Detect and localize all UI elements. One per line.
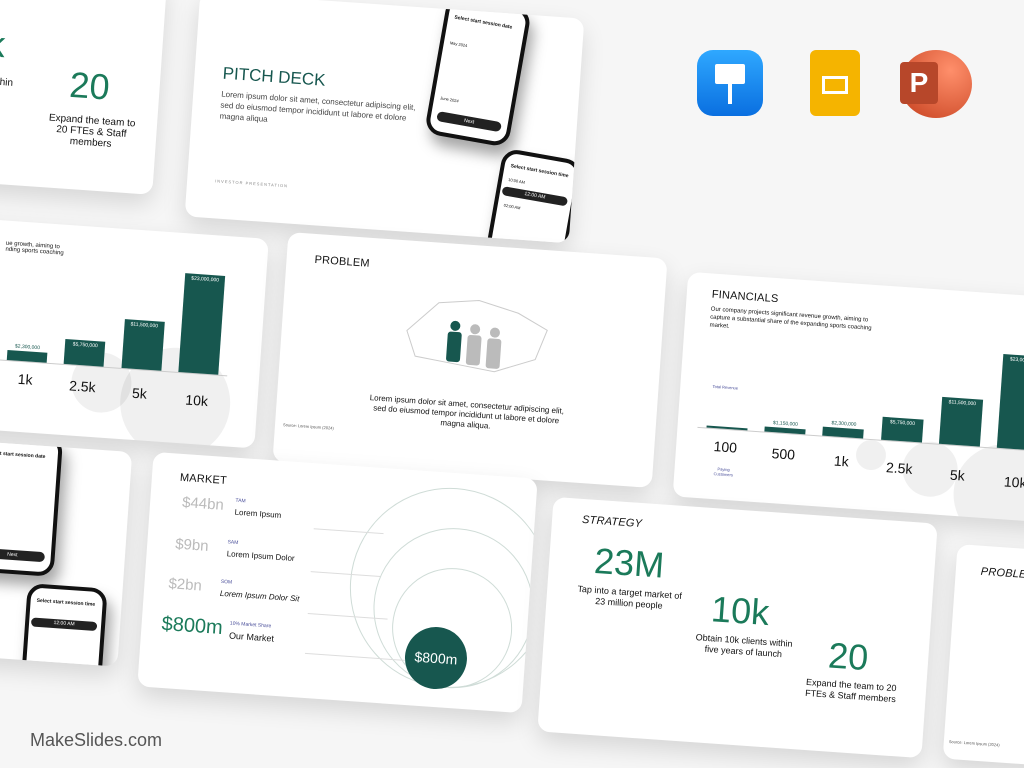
- revenue-bar: $11,500,000: [939, 396, 984, 447]
- phone-heading: Select start session time: [36, 597, 96, 608]
- revenue-bar-label: $23,000,000: [191, 275, 220, 284]
- revenue-bar-label: $1,150,000: [772, 420, 799, 429]
- market-value: $800m: [160, 612, 224, 640]
- paying-customers-label: Paying Customers: [713, 466, 734, 478]
- brand-watermark: MakeSlides.com: [30, 730, 163, 750]
- revenue-bar-label: $11,500,000: [948, 399, 977, 408]
- slide-strategy[interactable]: STRATEGY 23M Tap into a target market of…: [537, 496, 938, 759]
- revenue-bar-label: $5,750,000: [72, 341, 98, 350]
- slide-pitch-deck[interactable]: PITCH DECK Lorem ipsum dolor sit amet, c…: [184, 0, 585, 244]
- stat-value-fragment: k: [0, 23, 7, 66]
- revenue-bar-label: $23,000,000: [1009, 356, 1024, 365]
- market-tag: SAM: [227, 539, 239, 546]
- pitch-title: PITCH DECK: [222, 63, 327, 90]
- market-value: $2bn: [167, 575, 203, 595]
- market-label: Lorem Ipsum Dolor: [226, 549, 295, 563]
- problem-source: Source: Lorem Ipsum (2024): [948, 738, 1000, 748]
- customer-count-label: 500: [771, 445, 796, 463]
- customer-count-label: 2.5k: [885, 459, 914, 477]
- phone-mockup-date: Select start session date May 2024 June …: [423, 0, 532, 148]
- slide-market[interactable]: MARKET $800m $44bn TAM Lorem Ipsum $9bn …: [137, 451, 538, 714]
- customer-count-label: 10k: [1003, 473, 1024, 491]
- stat-text: Obtain 10k clients within five years of …: [695, 632, 793, 660]
- revenue-bar: $2,300,000: [822, 420, 865, 439]
- revenue-bar: [706, 425, 748, 431]
- market-tag: TAM: [235, 497, 246, 505]
- stat-value: 20: [68, 63, 112, 108]
- problem-title: PROBLEM: [314, 253, 371, 270]
- highlight-circle: [854, 439, 887, 472]
- market-label: Lorem Ipsum: [234, 507, 282, 520]
- revenue-bar: $11,500,000: [121, 318, 165, 371]
- powerpoint-icon: P: [900, 50, 972, 118]
- stat-text: Expand the team to 20 FTEs & Staff membe…: [804, 676, 897, 705]
- customer-count-label: 5k: [949, 466, 966, 484]
- revenue-bar: $23,000,000: [997, 354, 1024, 451]
- person-icon: [465, 324, 482, 366]
- revenue-bar-chart: 100 $1,150,000 500 $2,300,000 1k $5,750,000 2.…: [697, 333, 1024, 491]
- slide-problem-partial[interactable]: PROBLEM Source: Lorem Ipsum (2024): [942, 544, 1024, 767]
- stat-text-fragment: s within nch: [0, 76, 14, 89]
- market-label: Our Market: [228, 630, 275, 644]
- next-button[interactable]: Next: [436, 111, 502, 133]
- time-slot[interactable]: 10:00 AM: [507, 176, 526, 185]
- market-value: $9bn: [174, 535, 210, 555]
- customer-count-label: 2.5k: [68, 377, 97, 396]
- keynote-icon: [697, 50, 763, 116]
- stat-text: Expand the team to 20 FTEs & Staff membe…: [48, 112, 136, 150]
- stat-text: Tap into a target market of 23 million p…: [577, 583, 683, 611]
- time-slot-selected[interactable]: 12:00 AM: [30, 617, 98, 632]
- pitch-body: Lorem ipsum dolor sit amet, consectetur …: [219, 89, 416, 124]
- pitch-footer: INVESTOR PRESENTATION: [214, 178, 289, 189]
- market-tag: SOM: [220, 578, 233, 586]
- revenue-bar-label: $2,300,000: [14, 343, 41, 352]
- slide-phones-partial[interactable]: Select start session date Next Select st…: [0, 438, 133, 667]
- revenue-bar-label: $11,500,000: [130, 320, 159, 329]
- customer-count-label: 100: [713, 438, 738, 456]
- phone-mockup-time: Select start session time 10:00 AM 12:00…: [475, 147, 583, 244]
- slide-financials-partial[interactable]: ue growth, aiming to nding sports coachi…: [0, 211, 269, 449]
- slide-problem[interactable]: PROBLEM Lorem ipsum dolor sit amet, cons…: [272, 232, 668, 488]
- month-label: May 2024: [449, 40, 468, 49]
- customer-count-label: 1k: [17, 370, 34, 388]
- person-icon: [485, 327, 502, 369]
- stat-value: 10k: [709, 588, 771, 634]
- slide-strategy-partial[interactable]: k s within nch 20 Expand the team to 20 …: [0, 0, 168, 195]
- problem-source: Source: Lorem Ipsum (2024): [282, 422, 335, 431]
- revenue-bar: $2,300,000: [6, 344, 48, 363]
- revenue-bar: $5,750,000: [880, 416, 924, 443]
- revenue-bar: $23,000,000: [178, 273, 226, 375]
- slide-financials[interactable]: FINANCIALS Our company projects signific…: [672, 271, 1024, 524]
- map-people-illustration: [406, 299, 548, 373]
- person-icon: [446, 320, 462, 363]
- problem-body: Lorem ipsum dolor sit amet, consectetur …: [369, 393, 565, 431]
- revenue-bar: $5,750,000: [63, 339, 106, 367]
- next-button[interactable]: Next: [0, 547, 46, 563]
- revenue-bar-label: $5,750,000: [889, 418, 916, 427]
- month-label: June 2024: [439, 95, 460, 104]
- market-label: Lorem Ipsum Dolor Sit: [219, 588, 300, 604]
- revenue-bar-chart: $2,300,000 1k $5,750,000 2.5k $11,500,000 5k $…: [0, 260, 235, 409]
- stat-value: 23M: [592, 539, 666, 586]
- market-title: MARKET: [179, 471, 228, 488]
- revenue-bar-label: $2,300,000: [831, 419, 857, 428]
- phone-mockup-date: Select start session date Next: [0, 438, 64, 577]
- revenue-bar: $1,150,000: [764, 420, 806, 435]
- time-slot[interactable]: 02:00 AM: [503, 202, 521, 211]
- google-slides-icon: [810, 50, 860, 116]
- phone-heading: Select start session date: [453, 14, 513, 31]
- phone-mockup-time: Select start session time 12:00 AM: [17, 583, 108, 667]
- financials-title: FINANCIALS: [711, 288, 779, 306]
- strategy-title: STRATEGY: [581, 513, 643, 531]
- financials-body: ue growth, aiming to nding sports coachi…: [5, 240, 64, 257]
- problem-title: PROBLEM: [980, 565, 1024, 582]
- stat-value: 20: [826, 634, 870, 679]
- market-tag: 10% Market Share: [229, 620, 272, 630]
- customer-count-label: 1k: [833, 452, 850, 470]
- phone-heading: Select start session date: [0, 450, 46, 461]
- phone-heading: Select start session time: [510, 163, 569, 180]
- customer-count-label: 10k: [184, 391, 209, 410]
- customer-count-label: 5k: [131, 384, 148, 402]
- market-value: $44bn: [181, 493, 225, 514]
